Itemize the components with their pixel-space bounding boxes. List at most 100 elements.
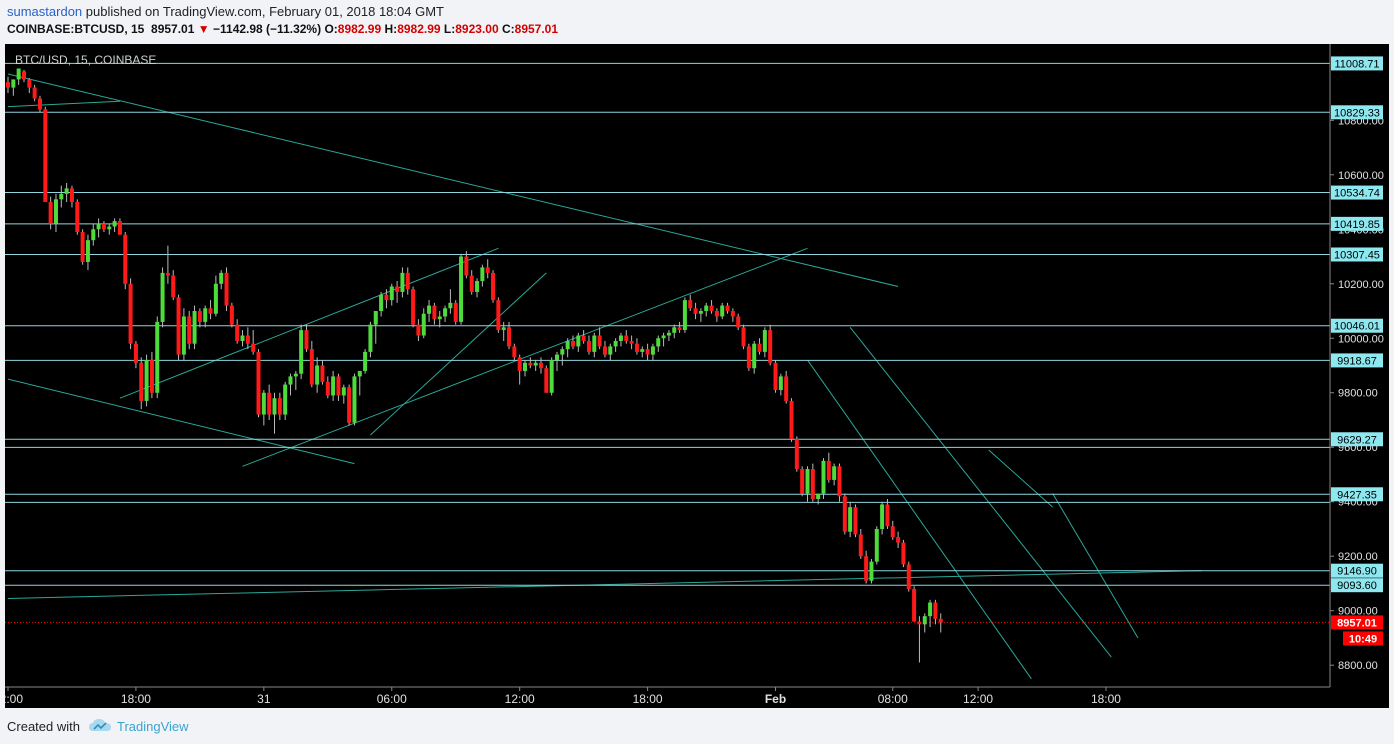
candle-133 bbox=[714, 308, 719, 322]
candle-68 bbox=[368, 321, 373, 358]
candle-body bbox=[917, 621, 922, 625]
candle-110 bbox=[592, 332, 597, 358]
tradingview-cloud-icon[interactable] bbox=[88, 717, 112, 733]
candle-83 bbox=[448, 289, 453, 314]
price-change: −1142.98 (−11.32%) bbox=[213, 22, 322, 36]
candle-body bbox=[880, 504, 885, 529]
candle-body bbox=[608, 346, 613, 355]
chart-area[interactable]: 8800.00 9000.00 9200.00 9400.00 9600.00 9800.… bbox=[5, 44, 1389, 708]
candle-156 bbox=[837, 463, 842, 502]
candle-33 bbox=[181, 308, 186, 361]
candle-27 bbox=[149, 351, 154, 399]
candle-138 bbox=[741, 324, 746, 350]
trendline-9 bbox=[988, 449, 1054, 508]
candle-118 bbox=[634, 338, 639, 355]
candle-171 bbox=[917, 616, 922, 663]
tradingview-brand[interactable]: TradingView bbox=[117, 719, 189, 734]
candle-body bbox=[171, 275, 176, 298]
candle-body bbox=[912, 588, 917, 622]
candle-body bbox=[720, 305, 725, 317]
candle-6 bbox=[37, 95, 42, 113]
candle-121 bbox=[650, 343, 655, 361]
candle-body bbox=[128, 283, 133, 344]
candle-134 bbox=[720, 302, 725, 320]
author-link[interactable]: sumastardon bbox=[7, 4, 83, 19]
candle-28 bbox=[155, 316, 160, 399]
y-tick-label: 10000.00 bbox=[1338, 333, 1384, 345]
candle-body bbox=[272, 398, 277, 415]
candle-35 bbox=[192, 305, 197, 350]
candle-63 bbox=[341, 384, 346, 404]
candle-43 bbox=[235, 319, 240, 344]
candle-129 bbox=[693, 302, 698, 320]
level-tag-bg bbox=[1331, 185, 1383, 200]
candle-body bbox=[640, 349, 645, 352]
price-chart[interactable]: 8800.009000.009200.009400.009600.009800.… bbox=[5, 44, 1389, 708]
candle-96 bbox=[517, 354, 522, 385]
level-tag-5: 10046.01 bbox=[1331, 318, 1383, 333]
candle-body bbox=[688, 300, 693, 309]
candle-body bbox=[901, 542, 906, 565]
candle-74 bbox=[400, 267, 405, 298]
candle-body bbox=[261, 392, 266, 415]
candle-57 bbox=[309, 340, 314, 388]
candle-body bbox=[741, 327, 746, 347]
candle-body bbox=[336, 376, 341, 396]
candle-113 bbox=[608, 343, 613, 361]
candle-body bbox=[341, 387, 346, 396]
candle-48 bbox=[261, 390, 266, 426]
candle-body bbox=[762, 330, 767, 352]
candle-77 bbox=[416, 319, 421, 341]
candle-148 bbox=[794, 436, 799, 472]
candle-161 bbox=[864, 550, 869, 584]
candle-body bbox=[27, 79, 32, 88]
candle-body bbox=[6, 82, 10, 88]
level-tag-label: 10419.85 bbox=[1334, 219, 1380, 231]
candle-body bbox=[192, 311, 197, 344]
candle-body bbox=[293, 373, 298, 377]
x-tick-label: 12:00 bbox=[963, 692, 993, 706]
candle-body bbox=[363, 351, 368, 371]
candle-71 bbox=[384, 289, 389, 309]
candle-body bbox=[704, 305, 709, 312]
candle-60 bbox=[325, 376, 330, 399]
candle-141 bbox=[757, 338, 762, 355]
candle-body bbox=[938, 618, 943, 623]
candle-70 bbox=[379, 291, 384, 317]
candle-body bbox=[560, 349, 565, 355]
candle-body bbox=[928, 602, 933, 617]
candle-body bbox=[570, 340, 575, 347]
candle-36 bbox=[197, 308, 202, 328]
candle-body bbox=[256, 351, 261, 415]
candle-172 bbox=[922, 613, 927, 633]
candle-body bbox=[480, 267, 485, 282]
level-tag-0: 11008.71 bbox=[1331, 56, 1383, 71]
candle-53 bbox=[288, 373, 293, 396]
candle-body bbox=[224, 272, 229, 306]
low-label: L: bbox=[443, 22, 456, 36]
candle-body bbox=[698, 311, 703, 314]
publish-info: sumastardon published on TradingView.com… bbox=[7, 4, 444, 19]
level-tag-bg bbox=[1331, 216, 1383, 231]
candle-body bbox=[464, 256, 469, 276]
candle-body bbox=[581, 335, 586, 341]
candle-body bbox=[517, 357, 522, 371]
symbol-label: COINBASE:BTCUSD, 15 bbox=[7, 22, 145, 36]
candle-22 bbox=[123, 231, 128, 290]
close-label: C: bbox=[501, 22, 515, 36]
candle-38 bbox=[208, 300, 213, 320]
candle-130 bbox=[698, 308, 703, 322]
level-tag-label: 9093.60 bbox=[1337, 580, 1377, 592]
candle-31 bbox=[171, 270, 176, 301]
candle-body bbox=[512, 346, 517, 358]
candle-106 bbox=[570, 335, 575, 350]
candle-body bbox=[459, 256, 464, 322]
level-tag-4: 10307.45 bbox=[1331, 247, 1383, 262]
candle-2 bbox=[16, 68, 21, 85]
candle-155 bbox=[832, 463, 837, 486]
candle-170 bbox=[912, 586, 917, 622]
candle-127 bbox=[682, 297, 687, 333]
candle-body bbox=[112, 221, 117, 227]
candle-54 bbox=[293, 370, 298, 391]
candle-body bbox=[245, 335, 250, 344]
